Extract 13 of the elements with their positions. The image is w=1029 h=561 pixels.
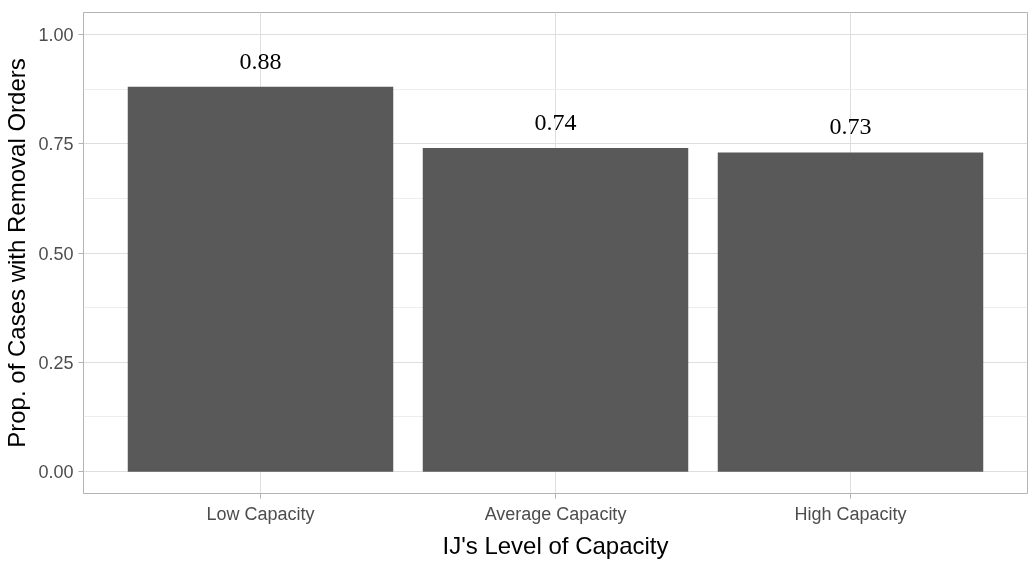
- y-tick-label: 0.75: [38, 134, 74, 155]
- y-tick-label: 0.00: [38, 462, 74, 483]
- data-label: 0.73: [829, 113, 872, 140]
- y-tick-label: 1.00: [38, 24, 74, 45]
- data-label: 0.88: [239, 47, 282, 74]
- x-tick-label: Low Capacity: [206, 503, 315, 524]
- y-tick-label: 0.25: [38, 352, 74, 373]
- y-axis-title: Prop. of Cases with Removal Orders: [3, 58, 31, 448]
- x-tick-label: High Capacity: [794, 503, 907, 524]
- data-label: 0.74: [534, 109, 577, 136]
- x-axis-title: IJ's Level of Capacity: [442, 531, 669, 559]
- y-tick-label: 0.50: [38, 243, 74, 264]
- x-tick-label: Average Capacity: [484, 503, 627, 524]
